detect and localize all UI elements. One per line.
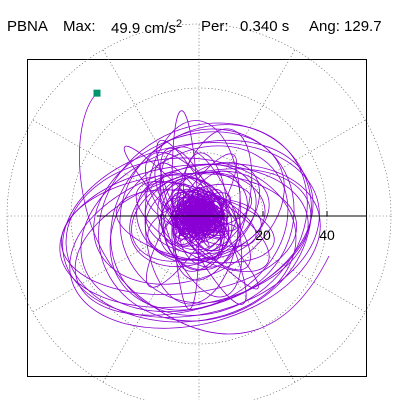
radial-tick-label: 40 (319, 227, 335, 243)
grid-spoke (32, 119, 200, 217)
station-code: PBNA (7, 18, 48, 35)
marker-layer (93, 89, 101, 97)
grid-circle (6, 23, 392, 400)
orbit-loop (169, 195, 203, 217)
grid-spoke (102, 215, 200, 383)
orbit-loop (159, 146, 243, 298)
orbit-loop (190, 210, 209, 227)
polar-axes (97, 211, 366, 217)
orbit-loop (98, 122, 312, 322)
grid-spoke (198, 119, 366, 217)
max-label: Max: (63, 18, 96, 35)
orbit-loop (119, 128, 295, 304)
angle-label: Ang: 129.7 (309, 18, 382, 35)
grid-spoke (198, 215, 366, 313)
grid-spoke (198, 49, 296, 217)
radial-tick-labels: 20 40 (255, 227, 335, 243)
max-value-text: 49.9 cm/s (111, 20, 177, 37)
max-unit-exponent: 2 (176, 18, 183, 30)
grid-spoke (102, 49, 200, 217)
grid-spoke (198, 215, 296, 383)
orbit-loop (60, 172, 298, 296)
orbit-loop (136, 174, 233, 264)
orbit-loop (160, 172, 251, 271)
period-label: Per: (201, 18, 229, 35)
grid-spoke (32, 215, 200, 313)
radial-tick-label: 20 (255, 227, 271, 243)
orbit-loop (183, 210, 202, 220)
orbit-loop (175, 188, 199, 222)
peak-trace-arc (79, 92, 330, 335)
period-value: 0.340 s (240, 18, 290, 35)
orbit-loop (59, 164, 309, 308)
chart-header: PBNA Max: 49.9 cm/s2 Per: 0.340 s Ang: 1… (0, 14, 400, 42)
plot-frame (27, 59, 367, 377)
peak-marker (93, 89, 101, 97)
orbit-loop (69, 163, 321, 329)
orbit-loop (181, 216, 205, 235)
orbit-loop (178, 188, 207, 234)
orbit-loop (144, 120, 241, 305)
orbit-loop (194, 210, 214, 231)
orbit-loop (93, 131, 285, 285)
max-value: 49.9 cm/s2 (111, 18, 182, 37)
orbit-traces (59, 92, 330, 335)
orbit-loop (196, 193, 206, 220)
orbit-loop (115, 189, 275, 264)
